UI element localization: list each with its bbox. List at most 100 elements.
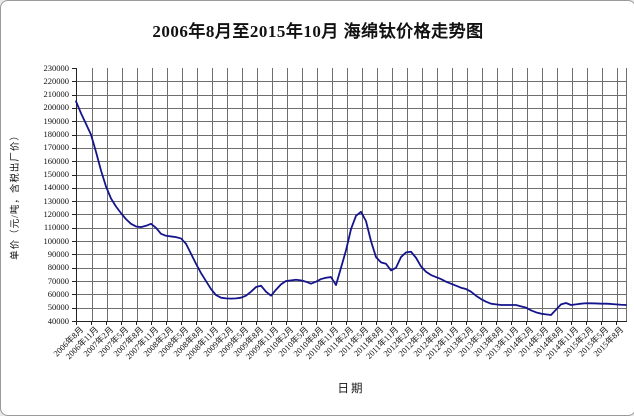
v-gridline [92,68,93,321]
v-gridline [602,68,603,321]
y-tick-mark [72,214,76,216]
x-tick-mark [391,322,392,325]
y-tick-label: 100000 [43,235,70,246]
y-tick-label: 50000 [47,302,69,313]
h-gridline [77,254,627,256]
y-tick-label: 80000 [47,262,69,273]
y-tick-mark [72,241,76,243]
h-gridline [77,134,627,136]
v-gridline [557,68,558,321]
v-gridline [437,68,438,321]
h-gridline [77,161,627,163]
x-tick-mark [226,322,227,325]
y-tick-mark [72,254,76,256]
h-gridline [77,281,627,283]
x-tick-mark [136,322,137,325]
x-tick-mark [91,322,92,325]
v-gridline [587,68,588,321]
x-tick-mark [106,322,107,325]
x-axis-title: 日期 [337,383,365,395]
y-tick-mark [72,174,76,176]
x-tick-mark [571,322,572,325]
x-tick-mark [76,322,77,325]
x-tick-mark [166,322,167,325]
x-tick-mark [181,322,182,325]
x-tick-mark [211,322,212,325]
y-tick-label: 90000 [47,248,69,259]
v-gridline [362,68,363,321]
h-gridline [77,187,627,189]
price-line-chart [75,100,627,316]
v-gridline [227,68,228,321]
x-tick-mark [481,322,482,325]
v-gridline [122,68,123,321]
v-gridline [287,68,288,321]
x-tick-mark [271,322,272,325]
y-tick-mark [72,68,76,69]
v-gridline [167,68,168,321]
x-tick-mark [496,322,497,325]
x-tick-mark [421,322,422,325]
price-line [75,100,627,316]
x-tick-mark [151,322,152,325]
y-tick-mark [72,147,76,149]
v-gridline [317,68,318,321]
x-tick-mark [511,322,512,325]
h-gridline [77,121,627,123]
x-tick-mark [361,322,362,325]
v-gridline [572,68,573,321]
y-tick-mark [72,107,76,109]
v-gridline [452,68,453,321]
x-tick-mark [526,322,527,325]
x-tick-mark [601,322,602,325]
v-gridline [497,68,498,321]
h-gridline [77,307,627,309]
plot-area [76,68,627,322]
y-tick-label: 160000 [43,155,70,166]
y-tick-label: 150000 [43,169,70,180]
v-gridline [482,68,483,321]
y-tick-mark [72,121,76,123]
v-gridline [257,68,258,321]
x-tick-mark [316,322,317,325]
y-tick-label: 180000 [43,129,70,140]
x-tick-mark [241,322,242,325]
h-gridline [77,94,627,96]
h-gridline [77,174,627,176]
y-tick-label: 200000 [43,102,70,113]
v-gridline [272,68,273,321]
y-tick-mark [72,281,76,283]
y-tick-mark [72,161,76,163]
y-tick-label: 170000 [43,142,70,153]
y-tick-mark [72,201,76,203]
v-gridline [392,68,393,321]
y-tick-label: 120000 [43,208,70,219]
v-gridline [512,68,513,321]
v-gridline [152,68,153,321]
y-tick-mark [72,294,76,296]
x-tick-mark [451,322,452,325]
x-tick-mark [436,322,437,325]
x-tick-mark [331,322,332,325]
y-tick-label: 190000 [43,115,70,126]
x-tick-mark [301,322,302,325]
v-gridline [242,68,243,321]
h-gridline [77,201,627,203]
y-tick-label: 70000 [47,275,69,286]
y-tick-mark [72,227,76,229]
y-tick-mark [72,187,76,189]
x-tick-mark [286,322,287,325]
y-tick-mark [72,267,76,269]
x-tick-mark [616,322,617,325]
y-tick-mark [72,94,76,96]
y-tick-label: 60000 [47,288,69,299]
chart-title: 2006年8月至2015年10月 海绵钛价格走势图 [152,22,484,41]
y-tick-label: 210000 [43,89,70,100]
x-tick-mark [376,322,377,325]
v-gridline-right-edge [626,68,627,321]
x-tick-mark [406,322,407,325]
v-gridline [542,68,543,321]
v-gridline [617,68,618,321]
h-gridline [77,147,627,149]
